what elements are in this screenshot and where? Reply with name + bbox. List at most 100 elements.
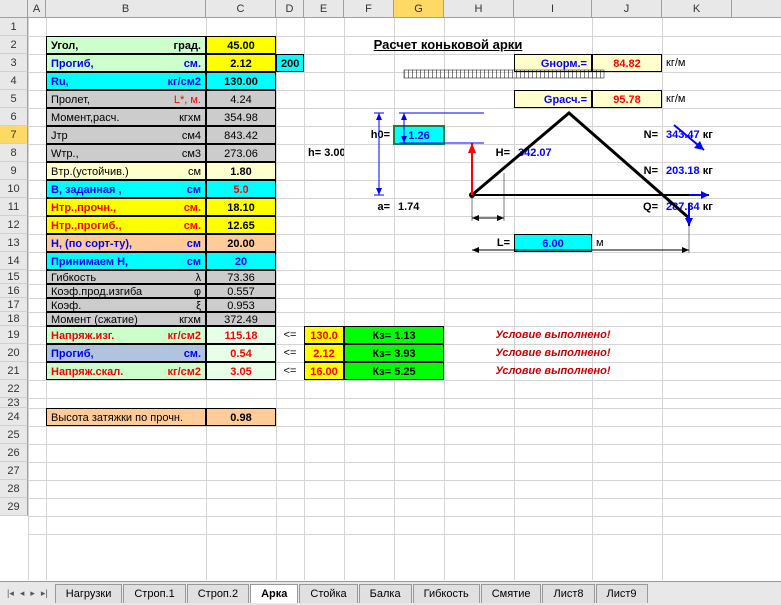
row-header-11[interactable]: 11	[0, 198, 28, 216]
col-header-H[interactable]: H	[444, 0, 514, 17]
row-header-18[interactable]: 18	[0, 312, 28, 326]
label-jtr: Jтрсм4	[46, 126, 206, 144]
value-jtr[interactable]: 843.42	[206, 126, 276, 144]
row-header-21[interactable]: 21	[0, 362, 28, 380]
label-hprin: Принимаем Н,см	[46, 252, 206, 270]
label-nskal: Напряж.скал.кг/см2	[46, 362, 206, 380]
row-header-15[interactable]: 15	[0, 270, 28, 284]
tab-Строп.2[interactable]: Строп.2	[187, 584, 249, 603]
col-header-K[interactable]: K	[662, 0, 732, 17]
value-ru[interactable]: 130.00	[206, 72, 276, 90]
value-prolet[interactable]: 4.24	[206, 90, 276, 108]
label-gibk: Гибкостьλ	[46, 270, 206, 284]
value-nskal_lim[interactable]: 16.00	[304, 362, 344, 380]
row-header-29[interactable]: 29	[0, 498, 28, 516]
row-header-23[interactable]: 23	[0, 398, 28, 408]
value-nizg_lim[interactable]: 130.0	[304, 326, 344, 344]
value-progib[interactable]: 2.12	[206, 54, 276, 72]
col-header-A[interactable]: A	[28, 0, 46, 17]
value-htrp[interactable]: 18.10	[206, 198, 276, 216]
tab-Нагрузки[interactable]: Нагрузки	[55, 584, 123, 603]
value-ugol[interactable]: 45.00	[206, 36, 276, 54]
value-vysota[interactable]: 0.98	[206, 408, 276, 426]
grid-area[interactable]: Угол,град.45.00Прогиб,см.2.12200Ru,кг/см…	[28, 18, 781, 580]
row-header-17[interactable]: 17	[0, 298, 28, 312]
cond-20: Условие выполнено!	[444, 344, 662, 362]
tab-Балка[interactable]: Балка	[359, 584, 412, 603]
col-header-F[interactable]: F	[344, 0, 394, 17]
value-progib2[interactable]: 0.54	[206, 344, 276, 362]
value-msj[interactable]: 372.49	[206, 312, 276, 326]
row-header-13[interactable]: 13	[0, 234, 28, 252]
value-koef[interactable]: 0.953	[206, 298, 276, 312]
tab-Арка[interactable]: Арка	[250, 584, 298, 603]
col-header-G[interactable]: G	[394, 0, 444, 17]
col-header-J[interactable]: J	[592, 0, 662, 17]
value-hprin[interactable]: 20	[206, 252, 276, 270]
tab-prev-icon[interactable]: ◂	[17, 586, 28, 601]
row-header-8[interactable]: 8	[0, 144, 28, 162]
row-header-22[interactable]: 22	[0, 380, 28, 398]
value-nizg[interactable]: 115.18	[206, 326, 276, 344]
value-d3[interactable]: 200	[276, 54, 304, 72]
row-header-6[interactable]: 6	[0, 108, 28, 126]
kz-20[interactable]: Кз= 3.93	[344, 344, 444, 362]
col-header-D[interactable]: D	[276, 0, 304, 17]
label-kprod: Коэф.прод.изгибаφ	[46, 284, 206, 298]
row-header-19[interactable]: 19	[0, 326, 28, 344]
tab-Строп.1[interactable]: Строп.1	[123, 584, 185, 603]
value-hsort[interactable]: 20.00	[206, 234, 276, 252]
row-header-5[interactable]: 5	[0, 90, 28, 108]
column-headers: ABCDEFGHIJK	[0, 0, 781, 18]
row-header-26[interactable]: 26	[0, 444, 28, 462]
row-header-28[interactable]: 28	[0, 480, 28, 498]
row-header-27[interactable]: 27	[0, 462, 28, 480]
row-header-20[interactable]: 20	[0, 344, 28, 362]
le-21: <=	[276, 362, 304, 380]
tab-next-icon[interactable]: ▸	[27, 586, 38, 601]
row-header-12[interactable]: 12	[0, 216, 28, 234]
kz-21[interactable]: Кз= 5.25	[344, 362, 444, 380]
label-vysota: Высота затяжки по прочн.	[46, 408, 206, 426]
tab-Лист9[interactable]: Лист9	[596, 584, 648, 603]
row-header-4[interactable]: 4	[0, 72, 28, 90]
label-progib: Прогиб,см.	[46, 54, 206, 72]
value-nskal[interactable]: 3.05	[206, 362, 276, 380]
col-header-C[interactable]: C	[206, 0, 276, 17]
value-progib2_lim[interactable]: 2.12	[304, 344, 344, 362]
row-header-3[interactable]: 3	[0, 54, 28, 72]
row-headers: 1234567891011121314151617181920212223242…	[0, 18, 28, 516]
col-header-B[interactable]: B	[46, 0, 206, 17]
row-header-10[interactable]: 10	[0, 180, 28, 198]
tab-Гибкость[interactable]: Гибкость	[413, 584, 480, 603]
row-header-24[interactable]: 24	[0, 408, 28, 426]
label-wtr: Wтр.,см3	[46, 144, 206, 162]
value-bzad[interactable]: 5.0	[206, 180, 276, 198]
tab-first-icon[interactable]: |◂	[4, 586, 17, 601]
row-header-14[interactable]: 14	[0, 252, 28, 270]
tab-Лист8[interactable]: Лист8	[542, 584, 594, 603]
row-header-25[interactable]: 25	[0, 426, 28, 444]
row-header-2[interactable]: 2	[0, 36, 28, 54]
kz-19[interactable]: Кз= 1.13	[344, 326, 444, 344]
value-btr[interactable]: 1.80	[206, 162, 276, 180]
row-header-9[interactable]: 9	[0, 162, 28, 180]
row-header-1[interactable]: 1	[0, 18, 28, 36]
row-header-16[interactable]: 16	[0, 284, 28, 298]
value-gibk[interactable]: 73.36	[206, 270, 276, 284]
le-19: <=	[276, 326, 304, 344]
value-wtr[interactable]: 273.06	[206, 144, 276, 162]
col-header-E[interactable]: E	[304, 0, 344, 17]
value-kprod[interactable]: 0.557	[206, 284, 276, 298]
row-header-7[interactable]: 7	[0, 126, 28, 144]
tab-last-icon[interactable]: ▸|	[38, 586, 51, 601]
spreadsheet: ABCDEFGHIJK 1234567891011121314151617181…	[0, 0, 781, 580]
tab-Смятие[interactable]: Смятие	[481, 584, 542, 603]
label-h: h= 3.00	[304, 144, 344, 162]
col-header-I[interactable]: I	[514, 0, 592, 17]
tab-Стойка[interactable]: Стойка	[299, 584, 357, 603]
value-htrg[interactable]: 12.65	[206, 216, 276, 234]
tab-nav[interactable]: |◂ ◂ ▸ ▸|	[0, 586, 55, 601]
value-moment[interactable]: 354.98	[206, 108, 276, 126]
label-hsort: Н, (по сорт-ту),см	[46, 234, 206, 252]
